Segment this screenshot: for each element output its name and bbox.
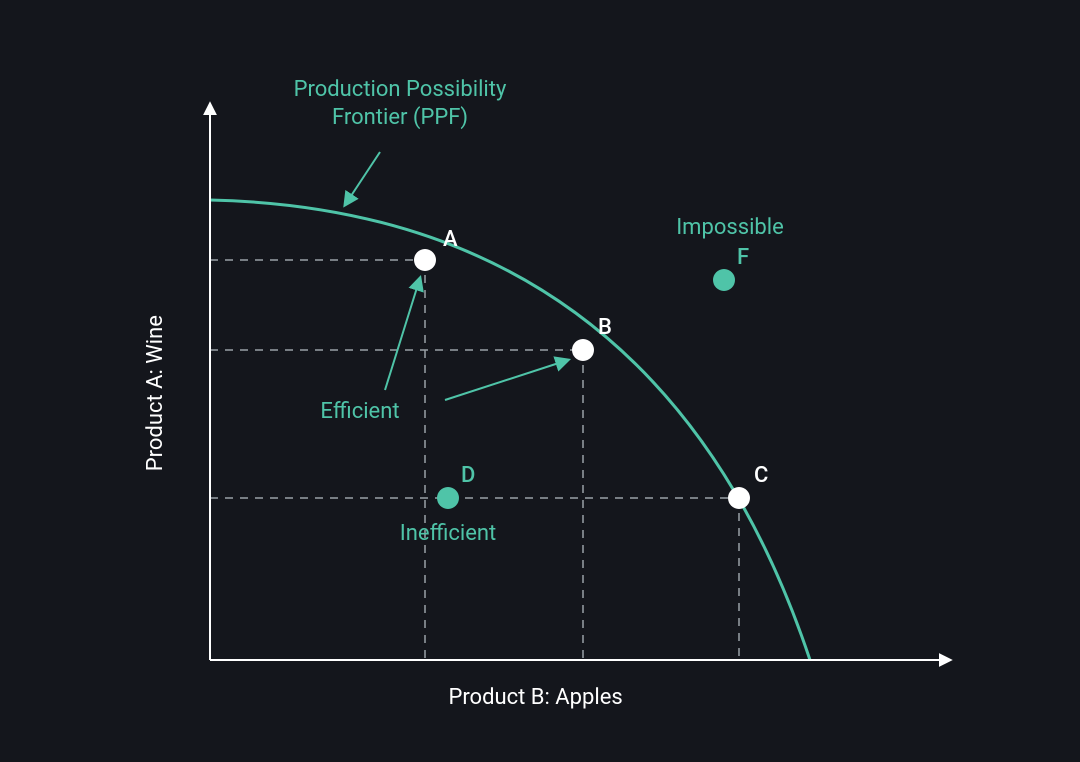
y-axis-label: Product A: Wine bbox=[143, 315, 168, 471]
point-label-D: D bbox=[461, 463, 475, 488]
annotation-title-line1: Production Possibility bbox=[294, 77, 507, 102]
ppf-chart: A B C D F Product B: Apples Product A: Wine Pro… bbox=[0, 0, 1080, 762]
annotation-inefficient: Inefficient bbox=[400, 521, 496, 546]
point-A bbox=[414, 249, 436, 271]
point-C bbox=[728, 487, 750, 509]
annotation-title-line2: Frontier (PPF) bbox=[332, 105, 468, 130]
point-label-B: B bbox=[598, 315, 612, 340]
annotation-efficient: Efficient bbox=[320, 399, 399, 424]
point-label-C: C bbox=[754, 463, 768, 488]
point-label-A: A bbox=[443, 227, 458, 252]
point-D bbox=[437, 487, 459, 509]
x-axis-label: Product B: Apples bbox=[448, 685, 622, 710]
annotation-impossible: Impossible bbox=[676, 215, 784, 240]
point-B bbox=[572, 339, 594, 361]
point-label-F: F bbox=[737, 245, 749, 270]
point-F bbox=[713, 269, 735, 291]
